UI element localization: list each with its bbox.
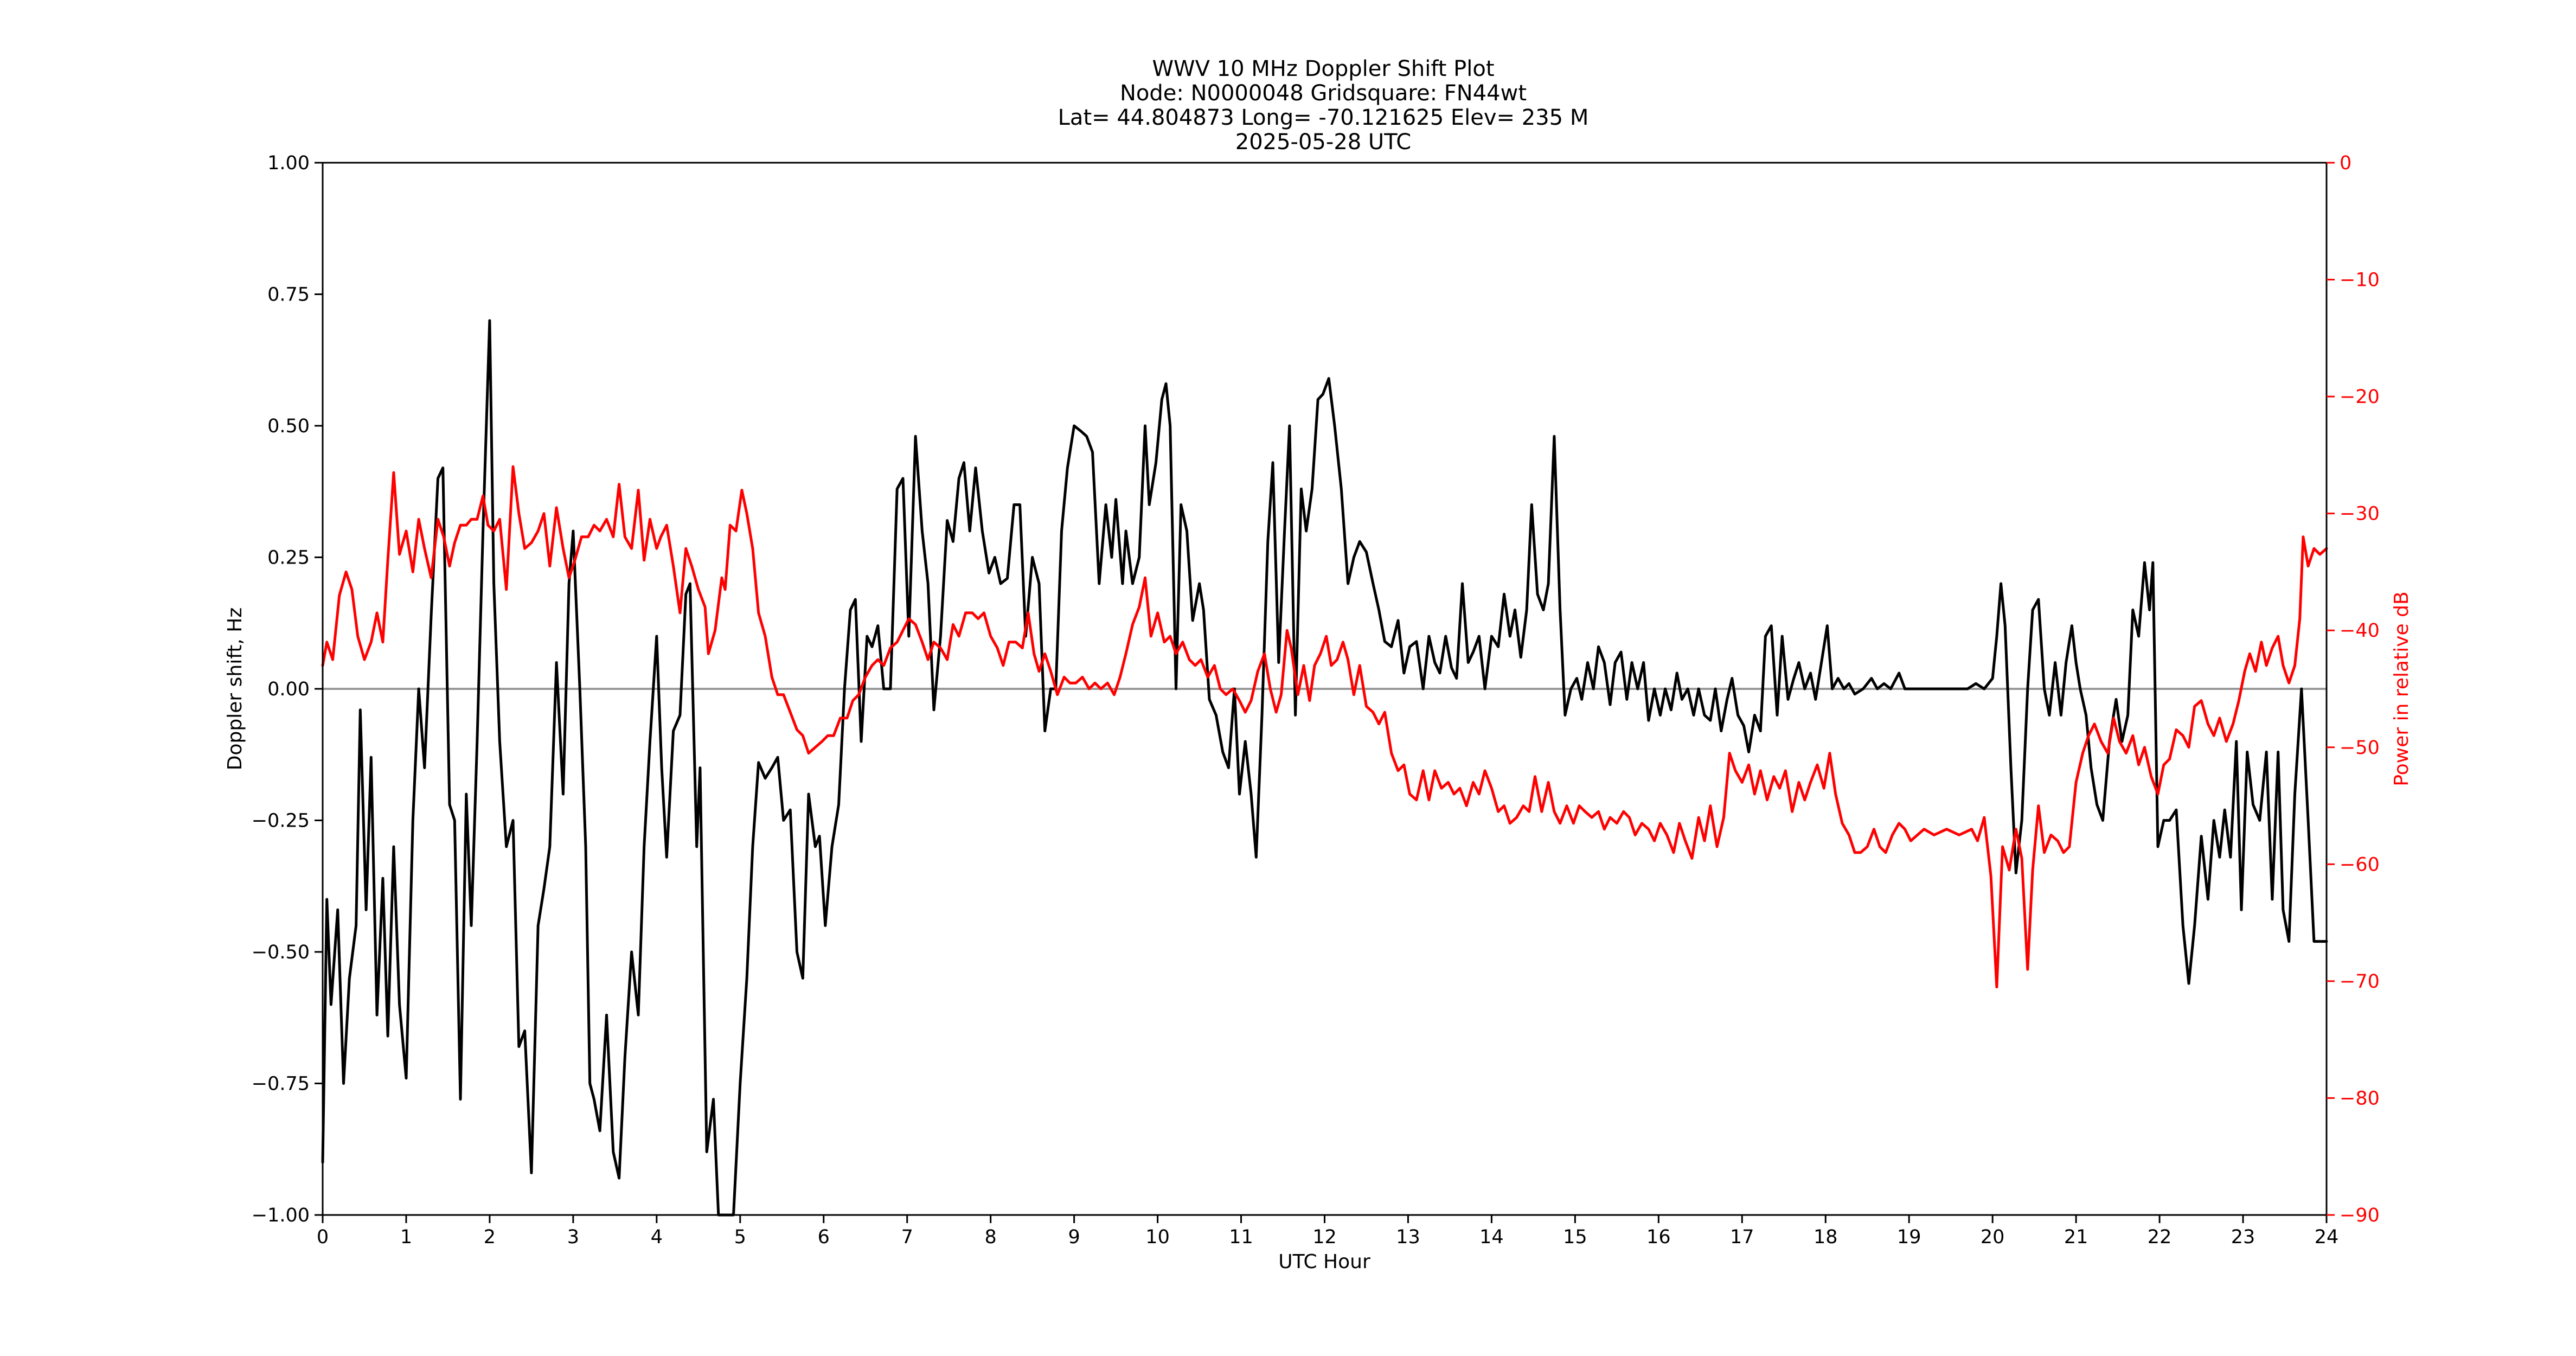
- x-tick-label: 10: [1145, 1226, 1170, 1248]
- x-tick-label: 5: [734, 1226, 746, 1248]
- title-line-date: 2025-05-28 UTC: [1235, 130, 1411, 155]
- x-tick-label: 2: [484, 1226, 496, 1248]
- y-tick-label-right: −40: [2340, 620, 2380, 642]
- y-tick-label-right: −90: [2340, 1205, 2380, 1226]
- x-tick-label: 11: [1229, 1226, 1253, 1248]
- x-tick-label: 16: [1646, 1226, 1671, 1248]
- x-tick-label: 17: [1730, 1226, 1754, 1248]
- x-tick-label: 15: [1563, 1226, 1587, 1248]
- x-tick-label: 8: [985, 1226, 997, 1248]
- y-tick-label-right: −30: [2340, 503, 2380, 525]
- x-tick-label: 14: [1479, 1226, 1504, 1248]
- y-tick-label-right: −20: [2340, 386, 2380, 408]
- x-tick-label: 1: [400, 1226, 412, 1248]
- x-tick-label: 0: [317, 1226, 329, 1248]
- y-tick-label-right: −50: [2340, 737, 2380, 759]
- x-tick-label: 3: [567, 1226, 579, 1248]
- y-tick-label-left: 1.00: [267, 152, 310, 174]
- title-line-node: Node: N0000048 Gridsquare: FN44wt: [1120, 81, 1527, 106]
- x-axis: 0 1 2 3 4 5 6 7 8 9 10 11 12 13 14 15 16 17 18 19 20 21 22 23 24: [317, 1215, 2338, 1248]
- title-line-main: WWV 10 MHz Doppler Shift Plot: [1152, 56, 1494, 81]
- y-tick-label-left: −0.75: [252, 1073, 310, 1095]
- x-tick-label: 4: [651, 1226, 663, 1248]
- y-tick-label-left: 0.25: [267, 547, 310, 569]
- chart-title: WWV 10 MHz Doppler Shift Plot Node: N000…: [1058, 56, 1589, 155]
- x-tick-label: 18: [1814, 1226, 1838, 1248]
- y-tick-label-left: 0.75: [267, 284, 310, 306]
- y-axis-label-right: Power in relative dB: [2391, 591, 2413, 786]
- x-tick-label: 23: [2231, 1226, 2255, 1248]
- y-tick-label-right: −70: [2340, 971, 2380, 993]
- x-axis-label: UTC Hour: [1278, 1251, 1370, 1273]
- y-tick-label-right: −80: [2340, 1088, 2380, 1109]
- y-tick-label-left: 0.50: [267, 415, 310, 437]
- x-tick-label: 22: [2148, 1226, 2172, 1248]
- x-tick-label: 21: [2064, 1226, 2088, 1248]
- y-axis-left: −1.00 −0.75 −0.50 −0.25 0.00 0.25 0.50 0.75 1.00: [252, 152, 323, 1226]
- y-tick-label-right: −60: [2340, 854, 2380, 875]
- y-tick-label-left: −0.50: [252, 942, 310, 963]
- x-tick-label: 7: [901, 1226, 913, 1248]
- series-layer: [321, 319, 2328, 1217]
- x-tick-label: 13: [1396, 1226, 1420, 1248]
- x-tick-label: 20: [1981, 1226, 2005, 1248]
- y-axis-label-left: Doppler shift, Hz: [224, 607, 246, 770]
- y-tick-label-right: 0: [2340, 152, 2351, 174]
- x-tick-label: 9: [1068, 1226, 1080, 1248]
- x-tick-label: 6: [818, 1226, 830, 1248]
- y-tick-label-left: 0.00: [267, 679, 310, 700]
- y-tick-label-left: −1.00: [252, 1205, 310, 1226]
- plot-area: [321, 162, 2328, 1217]
- x-tick-label: 12: [1312, 1226, 1337, 1248]
- y-tick-label-left: −0.25: [252, 810, 310, 832]
- x-tick-label: 24: [2315, 1226, 2339, 1248]
- x-tick-label: 19: [1897, 1226, 1921, 1248]
- y-axis-right: −90 −80 −70 −60 −50 −40 −30 −20 −10 0: [2327, 152, 2380, 1226]
- doppler-series-line: [321, 319, 2328, 1217]
- power-series-line: [321, 465, 2328, 989]
- y-tick-label-right: −10: [2340, 270, 2380, 291]
- title-line-location: Lat= 44.804873 Long= -70.121625 Elev= 23…: [1058, 105, 1589, 130]
